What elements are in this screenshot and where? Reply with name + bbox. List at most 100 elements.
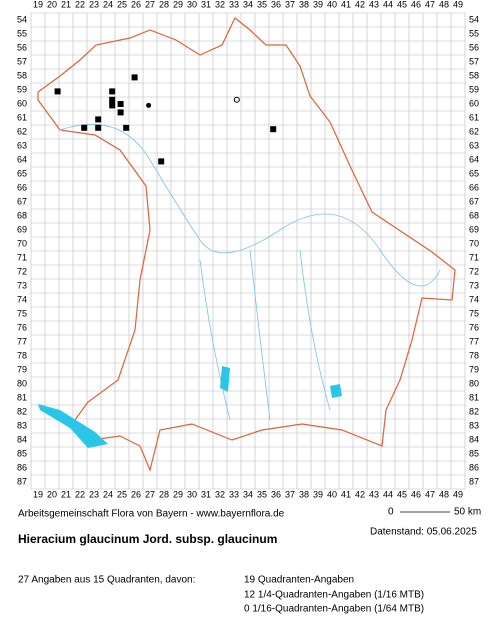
- row-label: 57: [17, 56, 27, 66]
- column-label: 30: [187, 489, 197, 499]
- detail: 12 1/4-Quadranten-Angaben (1/16 MTB): [244, 590, 424, 601]
- column-label: 46: [411, 0, 421, 9]
- row-label: 70: [469, 238, 479, 248]
- row-label: 68: [469, 210, 479, 220]
- row-label: 54: [469, 14, 479, 24]
- column-label: 22: [75, 489, 85, 499]
- scale-start: 0: [388, 507, 394, 518]
- column-label: 41: [341, 489, 351, 499]
- row-label: 59: [17, 84, 27, 94]
- row-label: 56: [17, 42, 27, 52]
- detail: 0 1/16-Quadranten-Angaben (1/64 MTB): [244, 604, 424, 615]
- row-label: 73: [17, 280, 27, 290]
- row-label: 63: [17, 140, 27, 150]
- row-label: 86: [17, 462, 27, 472]
- row-label: 65: [17, 168, 27, 178]
- row-label: 83: [17, 420, 27, 430]
- column-label: 27: [145, 489, 155, 499]
- record-square: [109, 102, 116, 109]
- record-square: [117, 101, 124, 107]
- row-label: 85: [469, 448, 479, 458]
- record-square: [270, 126, 277, 133]
- state-border: [37, 17, 456, 472]
- date: Datenstand: 05.06.2025: [370, 527, 477, 538]
- row-label: 66: [469, 182, 479, 192]
- column-label: 44: [383, 489, 393, 499]
- column-label: 49: [453, 0, 463, 9]
- row-label: 71: [469, 252, 479, 262]
- row-label: 54: [17, 14, 27, 24]
- row-label: 57: [469, 56, 479, 66]
- row-label: 76: [17, 322, 27, 332]
- row-label: 68: [17, 210, 27, 220]
- column-label: 22: [75, 0, 85, 9]
- summary: 27 Angaben aus 15 Quadranten, davon:: [18, 575, 195, 586]
- river: [59, 123, 441, 287]
- row-label: 55: [469, 28, 479, 38]
- row-label: 81: [17, 392, 27, 402]
- row-label: 61: [17, 112, 27, 122]
- row-label: 65: [469, 168, 479, 178]
- column-label: 31: [201, 489, 211, 499]
- column-label: 39: [313, 0, 323, 9]
- row-label: 74: [17, 294, 27, 304]
- column-label: 25: [117, 489, 127, 499]
- row-label: 85: [17, 448, 27, 458]
- column-label: 43: [369, 489, 379, 499]
- row-label: 72: [469, 266, 479, 276]
- row-label: 82: [17, 406, 27, 416]
- row-label: 79: [17, 364, 27, 374]
- column-label: 41: [341, 0, 351, 9]
- row-label: 84: [17, 434, 27, 444]
- column-label: 21: [61, 0, 71, 9]
- row-label: 75: [17, 308, 27, 318]
- scale-end: 50 km: [454, 507, 481, 518]
- record-square: [95, 116, 102, 123]
- record-square: [117, 109, 124, 116]
- row-label: 79: [469, 364, 479, 374]
- row-label: 69: [469, 224, 479, 234]
- column-label: 19: [33, 0, 43, 9]
- column-label: 20: [47, 0, 57, 9]
- row-label: 70: [17, 238, 27, 248]
- row-label: 60: [17, 98, 27, 108]
- record-square: [109, 96, 116, 103]
- record-square: [158, 158, 165, 165]
- column-label: 37: [285, 0, 295, 9]
- column-label: 36: [271, 0, 281, 9]
- column-label: 23: [89, 0, 99, 9]
- column-label: 34: [243, 489, 253, 499]
- record-square: [131, 74, 138, 81]
- row-label: 64: [17, 154, 27, 164]
- column-label: 42: [355, 0, 365, 9]
- row-label: 87: [469, 476, 479, 486]
- record-dot: [146, 102, 152, 108]
- column-label: 38: [299, 489, 309, 499]
- row-label: 62: [469, 126, 479, 136]
- column-label: 21: [61, 489, 71, 499]
- row-label: 60: [469, 98, 479, 108]
- row-label: 66: [17, 182, 27, 192]
- river: [199, 249, 331, 421]
- row-label: 75: [469, 308, 479, 318]
- column-label: 48: [439, 489, 449, 499]
- record-square: [95, 124, 102, 131]
- column-label: 27: [145, 0, 155, 9]
- row-label: 77: [469, 336, 479, 346]
- row-label: 78: [17, 350, 27, 360]
- column-label: 31: [201, 0, 211, 9]
- row-label: 67: [17, 196, 27, 206]
- column-label: 24: [103, 489, 113, 499]
- record-square: [109, 88, 116, 95]
- lake: [38, 404, 108, 448]
- record-square: [123, 124, 130, 131]
- title: Hieracium glaucinum Jord. subsp. glaucin…: [18, 532, 277, 546]
- row-label: 56: [469, 42, 479, 52]
- column-label: 33: [229, 489, 239, 499]
- column-label: 39: [313, 489, 323, 499]
- row-label: 58: [469, 70, 479, 80]
- column-label: 26: [131, 0, 141, 9]
- record-open-dot: [233, 96, 240, 103]
- row-label: 81: [469, 392, 479, 402]
